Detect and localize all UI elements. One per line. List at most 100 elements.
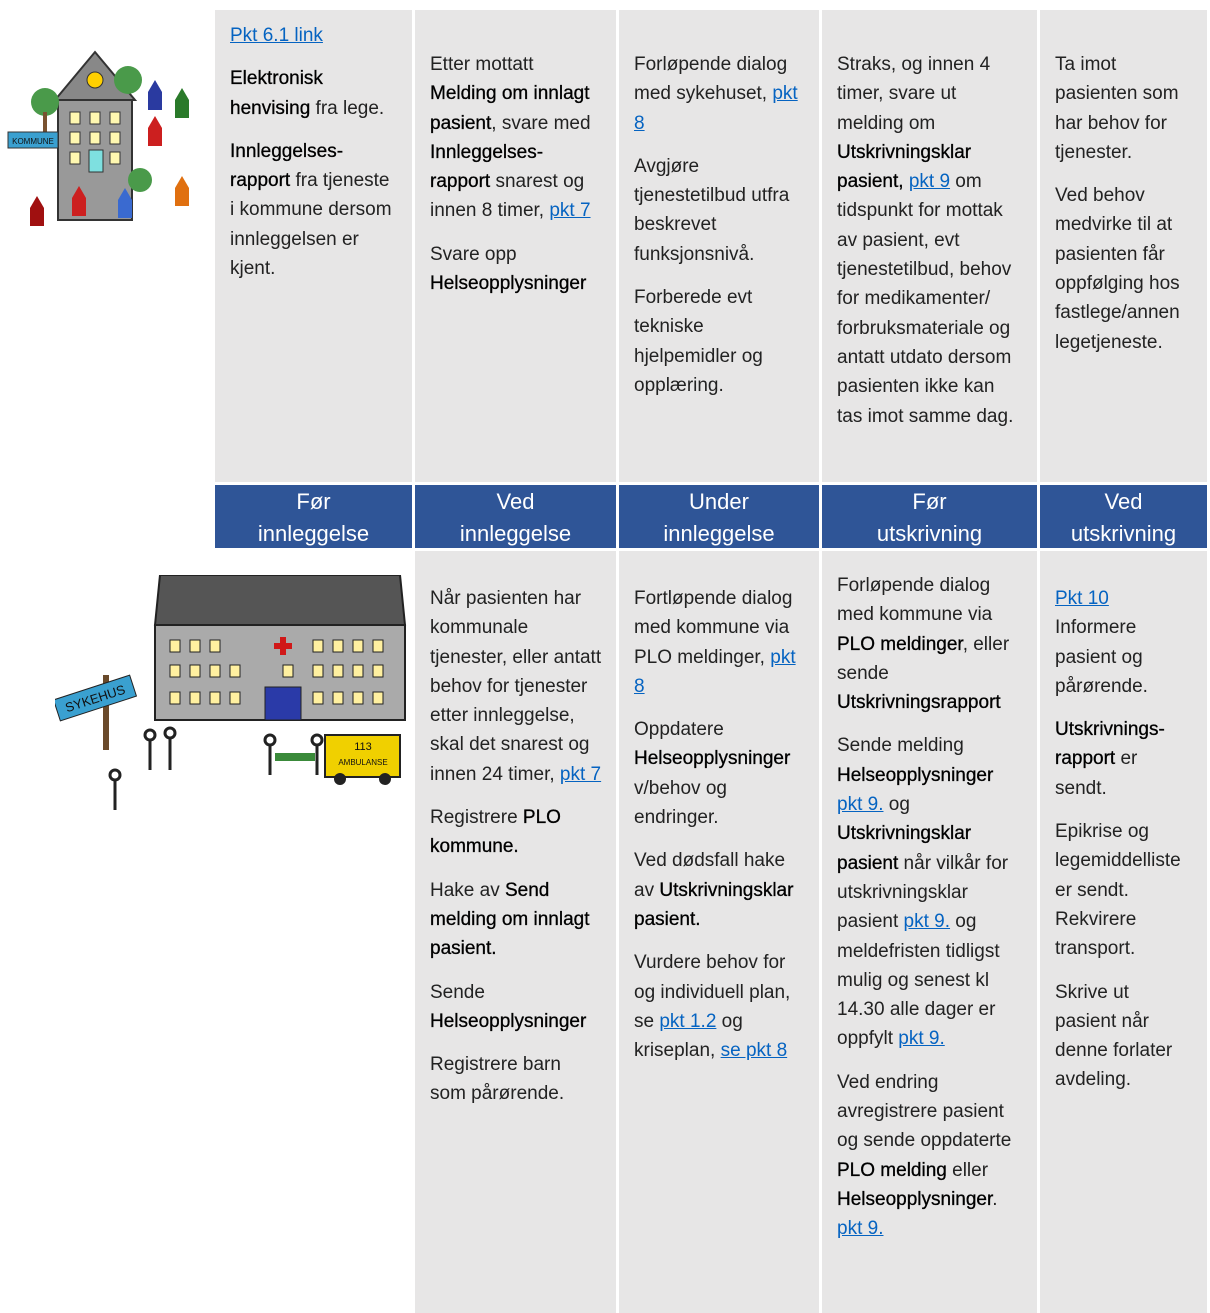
bold-text: Helseopplysninger xyxy=(837,1188,993,1210)
paragraph: Etter mottatt Melding om innlagt pasient… xyxy=(430,50,602,226)
table-cell: Ta imot pasienten som har behov for tjen… xyxy=(1040,10,1207,482)
paragraph: Ta imot pasienten som har behov for tjen… xyxy=(1055,50,1193,167)
paragraph: Innleggelses-rapport fra tjeneste i komm… xyxy=(230,137,398,283)
text: Vurdere behov for og individuell plan, s… xyxy=(634,952,791,1032)
text: Sende melding xyxy=(837,735,964,757)
table-cell: Forløpende dialog med kommune via PLO me… xyxy=(822,551,1037,1313)
text: Epikrise og legemiddelliste er sendt. Re… xyxy=(1055,821,1181,960)
bold-text: Utskrivnings-rapport xyxy=(1055,719,1165,770)
link[interactable]: pkt 9. xyxy=(837,1218,884,1240)
phase-header: Under innleggelse xyxy=(619,485,819,548)
bold-text: Melding om innlagt pasient xyxy=(430,83,590,134)
paragraph: Vurdere behov for og individuell plan, s… xyxy=(634,948,805,1065)
text: om tidspunkt for mottak av pasient, evt … xyxy=(837,171,1014,427)
text: Registrere barn som pårørende. xyxy=(430,1054,565,1105)
paragraph: Sende Helseopplysninger xyxy=(430,978,602,1037)
text: Oppdatere xyxy=(634,719,724,741)
text: Avgjøre tjenestetilbud utfra beskrevet f… xyxy=(634,155,790,265)
text: Ved behov medvirke til at pasienten får … xyxy=(1055,185,1180,353)
paragraph: Ved behov medvirke til at pasienten får … xyxy=(1055,181,1193,357)
paragraph: Ved dødsfall hake av Utskrivningsklar pa… xyxy=(634,846,805,934)
paragraph: Skrive ut pasient når denne forlater avd… xyxy=(1055,978,1193,1095)
town-illustration: KOMMUNE xyxy=(7,50,189,226)
text: Forberede evt tekniske hjelpemidler og o… xyxy=(634,287,763,396)
table-cell: Fortløpende dialog med kommune via PLO m… xyxy=(619,551,819,1313)
phase-header: Ved innleggelse xyxy=(415,485,616,548)
paragraph: Når pasienten har kommunale tjenester, e… xyxy=(430,584,602,789)
phase-header: Ved utskrivning xyxy=(1040,485,1207,548)
bold-text: Elektronisk henvising xyxy=(230,68,323,119)
text: , svare med xyxy=(491,112,591,134)
bold-text: Helseopplysninger xyxy=(837,764,994,786)
link[interactable]: pkt 9. xyxy=(898,1028,945,1050)
hospital-illustration: SYKEHUS 113 AMBULANSE xyxy=(55,575,407,810)
text: og kriseplan, xyxy=(634,1010,743,1062)
link[interactable]: pkt 7 xyxy=(559,763,602,785)
bold-text: Helseopplysninger xyxy=(634,748,791,770)
text: Ta imot pasienten som har behov for tjen… xyxy=(1055,54,1179,163)
text: Når pasienten har kommunale tjenester, e… xyxy=(430,588,602,785)
ambulance-text: AMBULANSE xyxy=(338,758,387,767)
link[interactable]: pkt 7 xyxy=(549,200,591,222)
phase-header: Før innleggelse xyxy=(215,485,412,548)
paragraph: Pkt 6.1 link xyxy=(230,21,398,50)
bold-text: Utskrivningsklar pasient xyxy=(837,823,972,874)
text: er sendt. xyxy=(1055,748,1138,799)
paragraph: Sende melding Helseopplysninger pkt 9. o… xyxy=(837,731,1023,1053)
text: når vilkår for utskrivningsklar pasient xyxy=(837,852,1009,933)
bold-text: Innleggelses-rapport xyxy=(430,141,544,193)
bold-text: Send melding om innlagt pasient. xyxy=(430,879,590,960)
text: fra tjeneste i kommune dersom innleggels… xyxy=(230,170,392,280)
link[interactable]: pkt 1.2 xyxy=(659,1010,717,1032)
text: Fortløpende dialog med kommune via PLO m… xyxy=(634,588,793,668)
paragraph: Pkt 10 Informere pasient og pårørende. xyxy=(1055,584,1193,701)
paragraph: Forberede evt tekniske hjelpemidler og o… xyxy=(634,283,805,400)
link[interactable]: Pkt 10 xyxy=(1055,588,1109,609)
table-cell: Straks, og innen 4 timer, svare ut meldi… xyxy=(822,10,1037,482)
bold-text: PLO melding xyxy=(837,1159,947,1181)
table-cell: Forløpende dialog med sykehuset, pkt 8 Av… xyxy=(619,10,819,482)
paragraph: Avgjøre tjenestetilbud utfra beskrevet f… xyxy=(634,152,805,269)
bold-text: Utskrivningsrapport xyxy=(837,692,1001,714)
text: . xyxy=(992,1188,998,1210)
text: Etter mottatt xyxy=(430,54,534,75)
link[interactable]: pkt 9. xyxy=(903,911,951,933)
text: og xyxy=(883,794,910,816)
paragraph: Forløpende dialog med kommune via PLO me… xyxy=(837,571,1023,717)
link[interactable]: pkt 8 xyxy=(634,646,796,697)
text: Ved dødsfall hake av xyxy=(634,850,786,901)
text: Registrere xyxy=(430,807,523,829)
paragraph: Fortløpende dialog med kommune via PLO m… xyxy=(634,584,805,701)
sign-text: KOMMUNE xyxy=(12,137,54,146)
paragraph: Forløpende dialog med sykehuset, pkt 8 xyxy=(634,50,805,138)
paragraph: Epikrise og legemiddelliste er sendt. Re… xyxy=(1055,817,1193,963)
text: eller xyxy=(946,1159,989,1181)
bold-text: Helseopplysninger xyxy=(430,1010,587,1032)
paragraph: Ved endring avregistrere pasient og send… xyxy=(837,1068,1023,1244)
phase-header: Før utskrivning xyxy=(822,485,1037,548)
paragraph: Registrere PLO kommune. xyxy=(430,803,602,862)
text: , eller sende xyxy=(837,633,1010,684)
bold-text: Helseopplysninger xyxy=(430,273,587,295)
link[interactable]: se pkt 8 xyxy=(720,1040,788,1062)
bold-text: PLO meldinger xyxy=(837,633,963,655)
text: Forløpende dialog med kommune via xyxy=(837,575,993,626)
text: v/behov og endringer. xyxy=(634,777,727,829)
bold-text: PLO kommune. xyxy=(430,807,561,858)
text: Hake av xyxy=(430,879,505,901)
text: Ved endring avregistrere pasient og send… xyxy=(837,1071,1012,1152)
table-cell: Pkt 6.1 link Elektronisk henvising fra le… xyxy=(215,10,412,482)
paragraph: Oppdatere Helseopplysninger v/behov og e… xyxy=(634,715,805,832)
paragraph: Hake av Send melding om innlagt pasient. xyxy=(430,876,602,964)
paragraph: Registrere barn som pårørende. xyxy=(430,1050,602,1109)
link[interactable]: pkt 8 xyxy=(634,83,798,134)
text: snarest og innen 8 timer, xyxy=(430,171,585,222)
ambulance-number: 113 xyxy=(354,741,372,753)
text: Informere pasient og pårørende. xyxy=(1055,617,1148,697)
table-cell: Når pasienten har kommunale tjenester, e… xyxy=(415,551,616,1313)
bold-text: Utskrivningsklar pasient, xyxy=(837,141,972,193)
link[interactable]: pkt 9. xyxy=(837,794,884,816)
link[interactable]: Pkt 6.1 link xyxy=(230,25,323,46)
paragraph: Svare opp Helseopplysninger xyxy=(430,240,602,299)
link[interactable]: pkt 9 xyxy=(908,171,951,193)
